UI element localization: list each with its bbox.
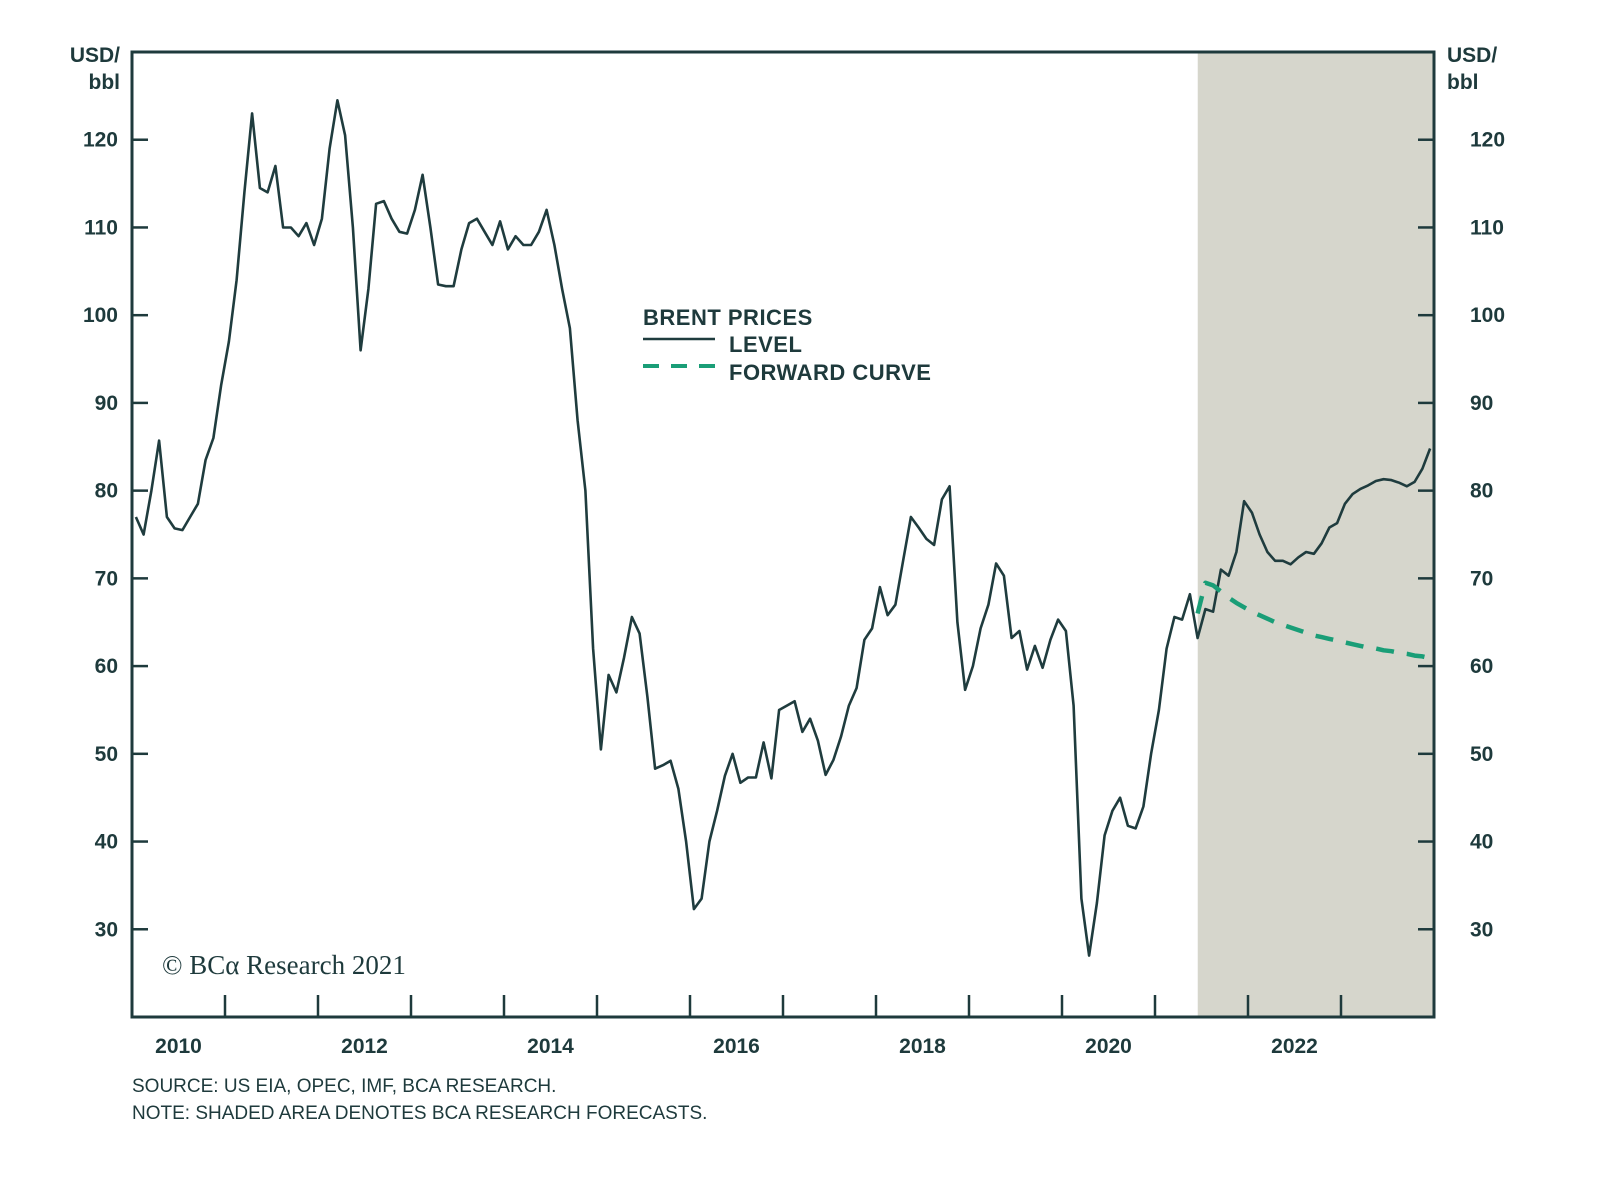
forward-curve-line — [1195, 580, 1431, 661]
x-axis-ticks: 2010 2012 2014 2016 2018 2020 2022 — [155, 995, 1343, 1058]
y-axis-unit-left-line2: bbl — [89, 71, 121, 94]
y-axis-ticks: 30 30 40 40 50 50 60 60 70 70 80 80 90 90 100 100 110 110… — [83, 129, 1505, 942]
y-tick-label-left: 80 — [95, 480, 118, 503]
legend-level-label: LEVEL — [729, 332, 802, 357]
y-tick-label-right: 70 — [1470, 567, 1493, 590]
y-tick-label-left: 60 — [95, 655, 118, 678]
y-axis-unit-right-line2: bbl — [1447, 71, 1479, 94]
y-tick-label-left: 90 — [95, 392, 118, 415]
y-tick-label-right: 100 — [1470, 304, 1505, 327]
forecast-shaded-area — [1197, 52, 1434, 1017]
x-tick-label: 2014 — [527, 1035, 574, 1058]
legend-title: BRENT PRICES — [643, 305, 813, 330]
forecast-shade-rect — [1197, 52, 1434, 1017]
y-axis-unit-left-line1: USD/ — [70, 44, 120, 67]
y-tick-label-left: 50 — [95, 743, 118, 766]
copyright-watermark: © BCα Research 2021 — [162, 950, 406, 980]
source-note: SOURCE: US EIA, OPEC, IMF, BCA RESEARCH. — [132, 1076, 556, 1097]
x-tick-label: 2010 — [155, 1035, 202, 1058]
shading-note: NOTE: SHADED AREA DENOTES BCA RESEARCH F… — [132, 1103, 707, 1124]
y-tick-label-left: 100 — [83, 304, 118, 327]
x-tick-label: 2016 — [713, 1035, 760, 1058]
x-tick-label: 2022 — [1271, 1035, 1318, 1058]
y-tick-label-left: 120 — [83, 129, 118, 152]
y-tick-label-right: 30 — [1470, 918, 1493, 941]
legend: BRENT PRICES LEVEL FORWARD CURVE — [643, 305, 931, 385]
y-tick-label-right: 110 — [1470, 216, 1504, 239]
y-tick-label-right: 90 — [1470, 392, 1493, 415]
y-tick-label-right: 50 — [1470, 743, 1493, 766]
x-tick-label: 2012 — [341, 1035, 388, 1058]
y-tick-label-left: 40 — [95, 831, 118, 854]
y-tick-label-right: 80 — [1470, 480, 1493, 503]
y-tick-label-right: 40 — [1470, 831, 1493, 854]
y-tick-label-left: 70 — [95, 567, 118, 590]
y-axis-unit-right-line1: USD/ — [1447, 44, 1497, 67]
series-layer — [134, 99, 1432, 957]
y-tick-label-left: 30 — [95, 918, 118, 941]
y-tick-label-right: 120 — [1470, 129, 1505, 152]
x-tick-label: 2018 — [899, 1035, 946, 1058]
y-tick-label-right: 60 — [1470, 655, 1493, 678]
level-line — [134, 99, 1432, 957]
legend-forward-curve-label: FORWARD CURVE — [729, 360, 931, 385]
x-tick-label: 2020 — [1085, 1035, 1132, 1058]
y-tick-label-left: 110 — [84, 216, 118, 239]
